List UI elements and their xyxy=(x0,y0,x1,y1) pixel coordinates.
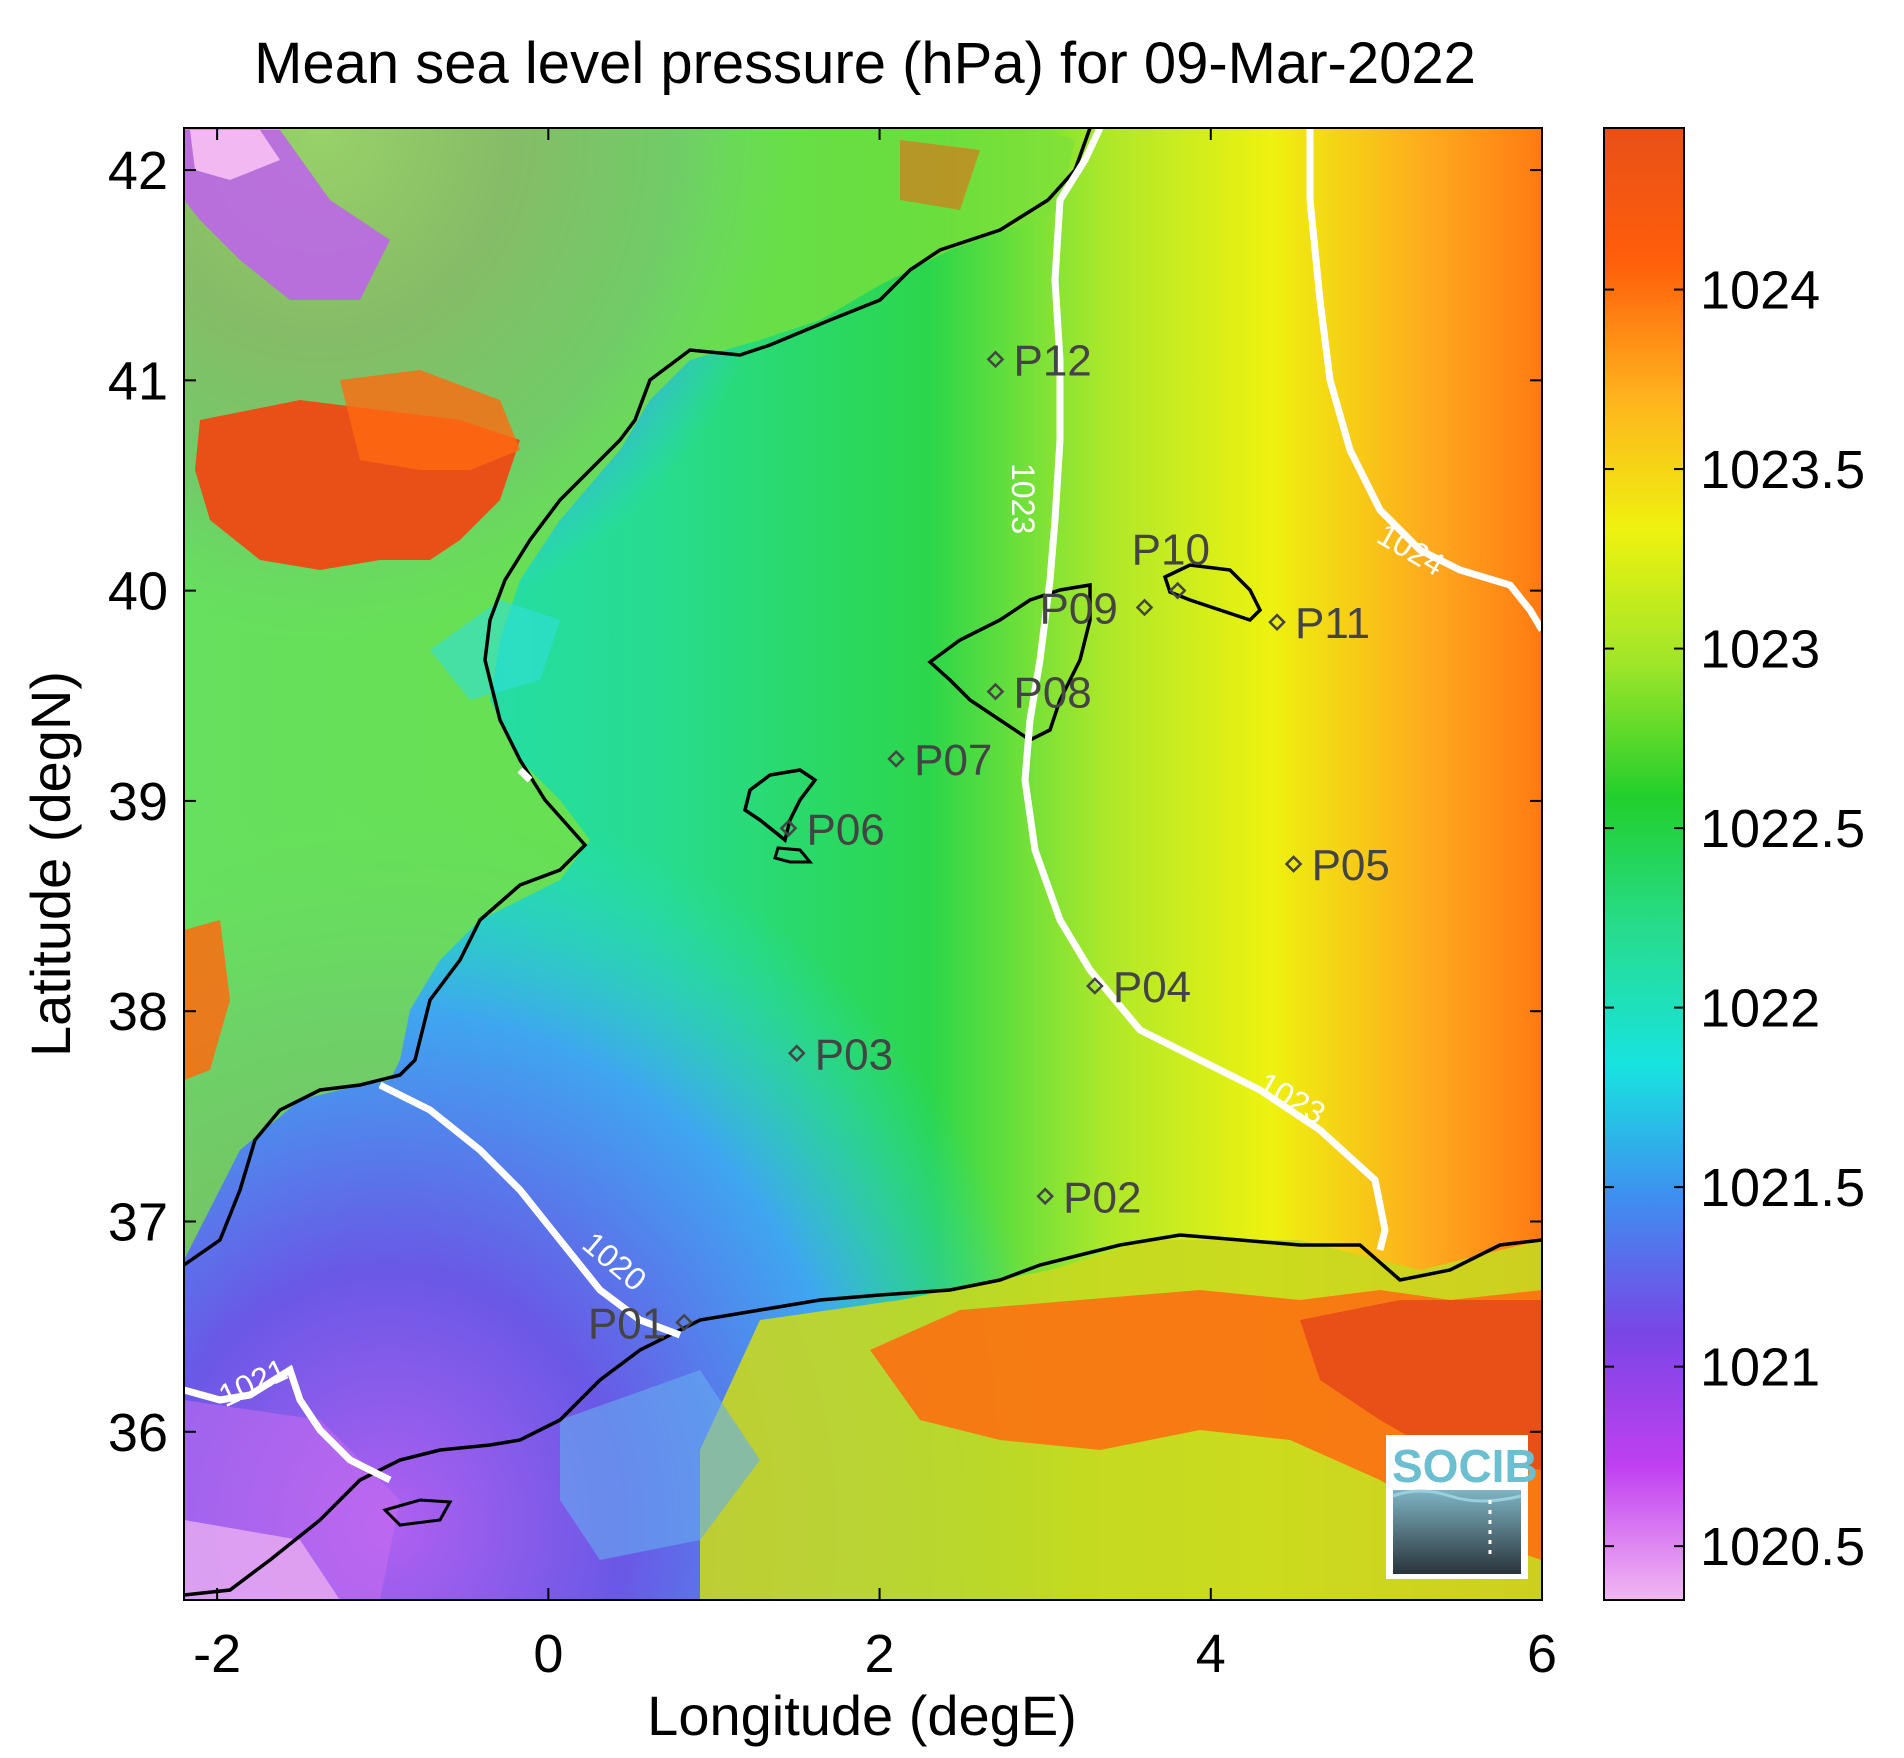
y-tick-label: 41 xyxy=(108,351,168,411)
station-label: P04 xyxy=(1113,963,1191,1012)
station-label: P06 xyxy=(806,805,884,854)
coastline xyxy=(184,128,1092,1267)
station-marker xyxy=(1036,1187,1055,1206)
x-axis-label: Longitude (degE) xyxy=(647,1684,1077,1747)
x-axis: -2 0 2 4 6 xyxy=(193,128,1557,1684)
station-marker xyxy=(887,750,905,768)
y-tick-label: 42 xyxy=(108,141,168,201)
station-marker xyxy=(1268,613,1286,632)
colorbar-tick-label: 1023.5 xyxy=(1700,440,1865,500)
pressure-field: 1023 1024 1023 1020 1021 P01P02P03P04P05… xyxy=(184,128,1542,1600)
colorbar-tick-label: 1022 xyxy=(1700,979,1820,1039)
station-marker xyxy=(986,682,1005,701)
x-tick-label: 6 xyxy=(1527,1624,1557,1684)
isobars xyxy=(184,128,1542,1484)
station-marker xyxy=(986,350,1005,369)
colorbar-tick-label: 1021 xyxy=(1700,1338,1820,1398)
station-label: P01 xyxy=(588,1299,666,1348)
station-label: P02 xyxy=(1063,1173,1141,1222)
station-label: P03 xyxy=(815,1030,893,1079)
station-marker xyxy=(675,1313,693,1332)
station-label: P05 xyxy=(1312,841,1390,890)
contour-label: 1023 xyxy=(1005,463,1041,534)
station-marker xyxy=(1135,598,1154,617)
station-label: P07 xyxy=(914,736,992,785)
x-tick-label: 0 xyxy=(533,1624,563,1684)
y-tick-label: 40 xyxy=(108,562,168,622)
colorbar-tick-label: 1020.5 xyxy=(1700,1517,1865,1577)
y-axis: 36 37 38 39 40 41 42 xyxy=(108,141,1542,1463)
socib-logo: SOCIB xyxy=(1386,1435,1538,1579)
station-marker xyxy=(1284,855,1303,873)
colorbar-tick-label: 1022.5 xyxy=(1700,799,1865,859)
colorbar-tick-label: 1021.5 xyxy=(1700,1158,1865,1218)
station-label: P08 xyxy=(1013,669,1091,718)
colorbar-tick-label: 1024 xyxy=(1700,261,1820,321)
x-tick-label: -2 xyxy=(193,1624,241,1684)
station-marker xyxy=(787,1044,806,1063)
map-title: Mean sea level pressure (hPa) for 09-Mar… xyxy=(254,31,1476,96)
x-tick-label: 2 xyxy=(865,1624,895,1684)
station-label: P12 xyxy=(1013,336,1091,385)
station-label: P10 xyxy=(1132,526,1210,575)
colorbar: 1020.5 1021 1021.5 1022 1022.5 1023 1023.5 1024 xyxy=(1603,127,1865,1601)
station-marker xyxy=(1086,977,1104,995)
y-axis-label: Latitude (degN) xyxy=(19,671,82,1057)
x-tick-label: 4 xyxy=(1196,1624,1226,1684)
station-label: P11 xyxy=(1295,599,1370,648)
colorbar-tick-label: 1023 xyxy=(1700,620,1820,680)
logo-text: SOCIB xyxy=(1392,1440,1538,1492)
y-tick-label: 37 xyxy=(108,1192,168,1252)
y-tick-label: 38 xyxy=(108,982,168,1042)
station-label: P09 xyxy=(1040,584,1118,633)
stations: P01 P02 P03 P04 P05 P06 P07 P08 P09 P10 P11 P12 xyxy=(588,336,1390,1348)
y-tick-label: 36 xyxy=(108,1403,168,1463)
y-tick-label: 39 xyxy=(108,772,168,832)
station-marker xyxy=(1168,581,1187,600)
station-marker xyxy=(779,819,798,838)
